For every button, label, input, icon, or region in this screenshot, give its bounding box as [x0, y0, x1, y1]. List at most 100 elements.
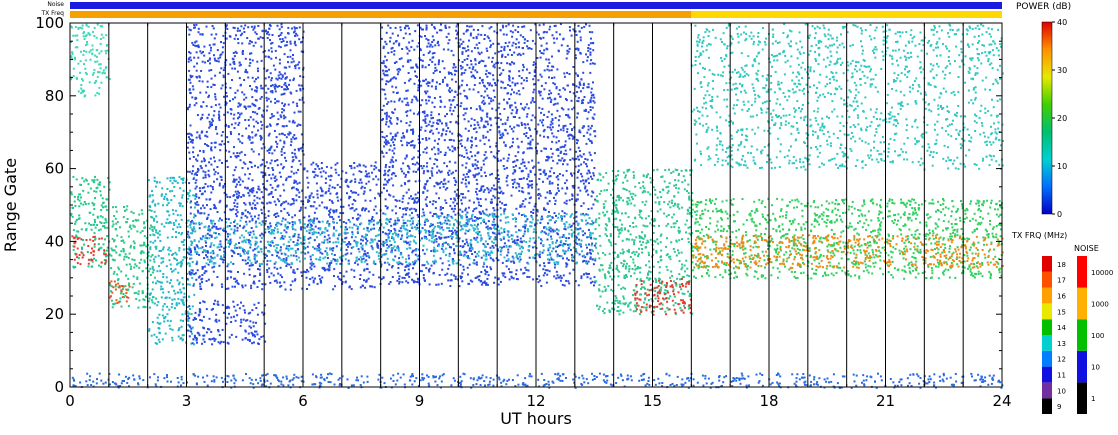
- echo-point: [519, 205, 522, 208]
- echo-point: [193, 239, 196, 242]
- echo-point: [321, 230, 324, 233]
- echo-point: [239, 325, 242, 327]
- echo-point: [127, 305, 130, 308]
- echo-point: [180, 218, 183, 221]
- echo-point: [183, 239, 186, 241]
- echo-point: [155, 247, 158, 250]
- echo-point: [287, 247, 290, 250]
- echo-point: [372, 260, 375, 263]
- echo-point: [359, 214, 362, 217]
- echo-point: [593, 167, 596, 169]
- echo-point: [271, 229, 274, 232]
- echo-point: [252, 150, 255, 153]
- echo-point: [331, 201, 334, 204]
- echo-point: [123, 255, 126, 258]
- echo-point: [555, 176, 558, 179]
- echo-point: [546, 273, 549, 276]
- echo-point: [298, 210, 301, 212]
- echo-point: [284, 103, 286, 106]
- echo-point: [237, 42, 240, 45]
- echo-point: [487, 274, 490, 277]
- echo-point: [540, 242, 542, 245]
- echo-point: [252, 202, 255, 205]
- echo-point: [324, 256, 327, 259]
- echo-point: [216, 49, 219, 52]
- echo-point: [587, 193, 590, 196]
- echo-point: [290, 263, 293, 265]
- echo-point: [413, 207, 416, 210]
- echo-point: [304, 271, 307, 274]
- echo-point: [468, 247, 471, 250]
- echo-point: [564, 182, 567, 185]
- echo-point: [434, 207, 437, 210]
- echo-point: [232, 117, 235, 120]
- echo-point: [188, 236, 191, 239]
- echo-point: [248, 64, 251, 67]
- echo-point: [461, 246, 464, 249]
- echo-point: [76, 262, 79, 265]
- echo-point: [195, 337, 198, 340]
- echo-point: [283, 109, 285, 112]
- echo-point: [215, 226, 218, 228]
- echo-point: [476, 241, 479, 244]
- echo-point: [242, 250, 245, 253]
- echo-point: [515, 273, 518, 276]
- echo-point: [575, 250, 578, 253]
- echo-point: [568, 244, 571, 247]
- echo-point: [108, 296, 111, 299]
- echo-point: [423, 223, 426, 226]
- echo-point: [521, 190, 523, 193]
- echo-point: [464, 232, 467, 235]
- echo-point: [287, 202, 290, 205]
- echo-point: [157, 327, 160, 329]
- echo-point: [318, 167, 321, 170]
- echo-point: [279, 175, 282, 178]
- echo-point: [591, 280, 594, 283]
- echo-point: [408, 262, 411, 265]
- echo-point: [195, 45, 198, 48]
- echo-point: [179, 291, 182, 294]
- echo-point: [126, 205, 129, 208]
- echo-point: [204, 134, 207, 137]
- echo-point: [513, 181, 516, 184]
- echo-point: [295, 156, 298, 159]
- echo-point: [243, 93, 246, 96]
- echo-point: [179, 288, 182, 291]
- echo-point: [432, 272, 435, 275]
- echo-point: [188, 51, 191, 53]
- echo-point: [191, 326, 194, 329]
- echo-point: [490, 250, 493, 253]
- echo-point: [124, 285, 127, 288]
- echo-point: [437, 283, 440, 286]
- echo-point: [342, 212, 345, 215]
- echo-point: [475, 164, 478, 167]
- echo-point: [295, 255, 298, 258]
- echo-point: [386, 261, 389, 264]
- echo-point: [370, 245, 373, 248]
- echo-point: [306, 268, 308, 271]
- echo-point: [270, 57, 273, 60]
- echo-point: [444, 247, 447, 250]
- echo-point: [196, 114, 199, 117]
- echo-point: [207, 173, 210, 176]
- echo-point: [129, 246, 132, 249]
- echo-point: [290, 61, 293, 64]
- echo-point: [256, 112, 259, 115]
- echo-point: [209, 198, 212, 201]
- echo-point: [154, 342, 157, 345]
- echo-point: [125, 208, 128, 211]
- echo-point: [365, 279, 368, 282]
- echo-point: [151, 225, 154, 228]
- echo-point: [473, 175, 476, 178]
- echo-point: [528, 180, 531, 183]
- echo-point: [417, 167, 420, 170]
- echo-point: [336, 183, 339, 186]
- echo-point: [362, 255, 365, 258]
- echo-point: [213, 37, 216, 40]
- echo-point: [454, 213, 457, 216]
- echo-point: [117, 266, 120, 269]
- echo-point: [467, 218, 470, 221]
- echo-point: [505, 265, 508, 268]
- echo-point: [104, 226, 106, 229]
- echo-point: [533, 257, 536, 260]
